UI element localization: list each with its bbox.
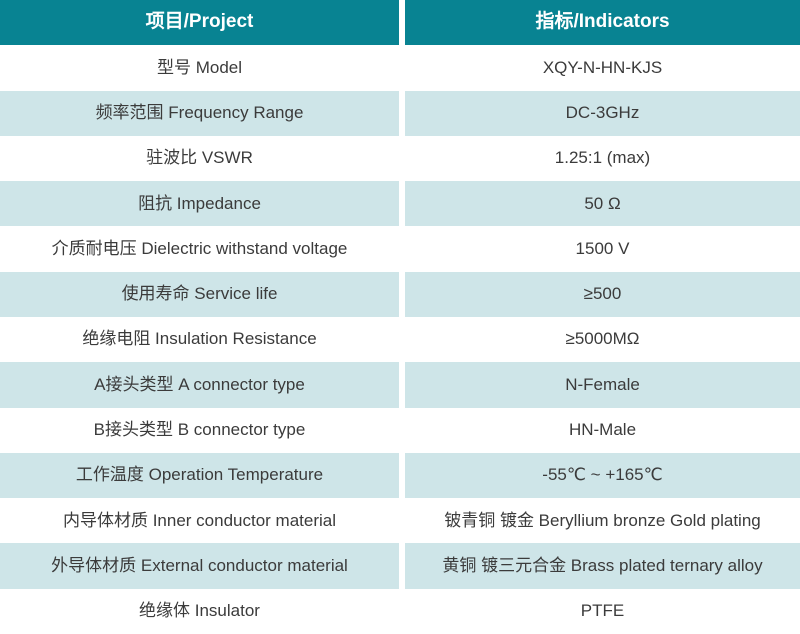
table-row: 阻抗 Impedance 50 Ω [0,181,800,227]
indicator-cell: XQY-N-HN-KJS [405,45,800,91]
project-cell: 频率范围 Frequency Range [0,90,399,136]
project-cell: B接头类型 B connector type [0,407,399,453]
indicator-cell: PTFE [405,588,800,634]
table-row: 介质耐电压 Dielectric withstand voltage 1500 … [0,226,800,272]
project-cell: 工作温度 Operation Temperature [0,452,399,499]
project-cell: 型号 Model [0,45,399,91]
table-row: 内导体材质 Inner conductor material 铍青铜 镀金 Be… [0,498,800,544]
indicator-cell: N-Female [405,362,800,408]
project-cell: 外导体材质 External conductor material [0,543,399,589]
indicator-cell: 1500 V [405,226,800,272]
table-row: A接头类型 A connector type N-Female [0,362,800,408]
header-indicators-cell: 指标/Indicators [405,0,800,46]
indicator-cell: HN-Male [405,407,800,453]
project-cell: 阻抗 Impedance [0,181,399,227]
indicator-cell: ≥5000MΩ [405,316,800,363]
table-row: 使用寿命 Service life ≥500 [0,271,800,317]
table-row: 工作温度 Operation Temperature -55℃ ~ +165℃ [0,452,800,499]
table-row: 绝缘体 Insulator PTFE [0,588,800,634]
table-row: 驻波比 VSWR 1.25:1 (max) [0,135,800,182]
project-cell: A接头类型 A connector type [0,362,399,408]
table-row: B接头类型 B connector type HN-Male [0,407,800,453]
project-cell: 绝缘体 Insulator [0,588,399,634]
project-cell: 绝缘电阻 Insulation Resistance [0,316,399,363]
indicator-cell: 黄铜 镀三元合金 Brass plated ternary alloy [405,543,800,589]
indicator-cell: DC-3GHz [405,90,800,136]
project-cell: 内导体材质 Inner conductor material [0,498,399,544]
project-cell: 介质耐电压 Dielectric withstand voltage [0,226,399,272]
indicator-cell: ≥500 [405,271,800,317]
header-project-cell: 项目/Project [0,0,399,46]
indicator-cell: 1.25:1 (max) [405,135,800,182]
table-row: 型号 Model XQY-N-HN-KJS [0,45,800,91]
table-header-row: 项目/Project 指标/Indicators [0,0,800,46]
table-row: 频率范围 Frequency Range DC-3GHz [0,90,800,136]
project-cell: 驻波比 VSWR [0,135,399,182]
indicator-cell: 50 Ω [405,181,800,227]
table-row: 外导体材质 External conductor material 黄铜 镀三元… [0,543,800,589]
project-cell: 使用寿命 Service life [0,271,399,317]
indicator-cell: -55℃ ~ +165℃ [405,452,800,499]
indicator-cell: 铍青铜 镀金 Beryllium bronze Gold plating [405,498,800,544]
table-row: 绝缘电阻 Insulation Resistance ≥5000MΩ [0,316,800,363]
